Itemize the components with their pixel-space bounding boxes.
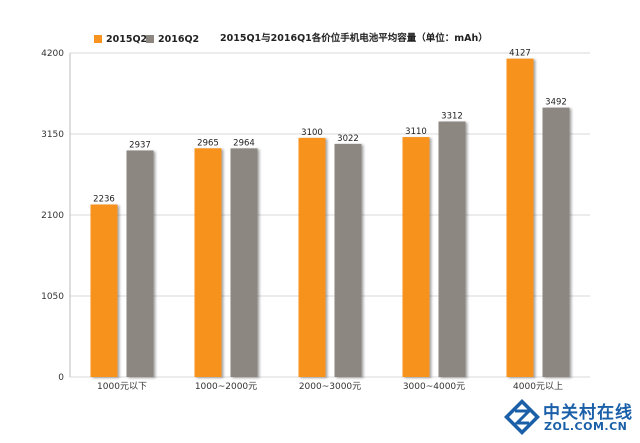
x-tick-label: 4000元以上 bbox=[513, 381, 563, 392]
bar-2015Q2 bbox=[194, 148, 222, 377]
x-tick-label: 1000~2000元 bbox=[195, 382, 257, 392]
x-tick-label: 3000~4000元 bbox=[403, 382, 465, 392]
bar-2015Q2 bbox=[402, 137, 430, 377]
watermark-name: 中关村在线 bbox=[543, 403, 633, 423]
bar-2016Q2 bbox=[230, 148, 258, 377]
bar-2015Q2 bbox=[506, 58, 534, 377]
y-tick-label: 3150 bbox=[41, 130, 64, 140]
bar-2015Q2 bbox=[90, 204, 118, 377]
bar-2016Q2 bbox=[438, 121, 466, 377]
data-label: 3022 bbox=[337, 134, 359, 144]
legend: 2015Q2 2016Q2 bbox=[94, 34, 199, 45]
legend-label: 2015Q2 bbox=[106, 34, 147, 45]
x-axis: 1000元以下 1000~2000元 2000~3000元 3000~4000元 400… bbox=[97, 381, 563, 392]
zol-logo-icon bbox=[504, 399, 540, 435]
chart-title: 2015Q1与2016Q1各价位手机电池平均容量（单位：mAh） bbox=[220, 32, 488, 44]
x-tick-label: 1000元以下 bbox=[97, 382, 147, 392]
y-tick-label: 2100 bbox=[41, 211, 64, 221]
data-label: 2937 bbox=[129, 140, 151, 150]
grid-lines bbox=[70, 52, 590, 378]
bar-2015Q2 bbox=[298, 137, 326, 377]
data-label: 3100 bbox=[301, 128, 323, 138]
bar-2016Q2 bbox=[126, 150, 154, 377]
legend-swatch bbox=[94, 35, 102, 43]
x-tick-label: 2000~3000元 bbox=[299, 382, 361, 392]
y-tick-label: 4200 bbox=[41, 49, 64, 59]
legend-swatch bbox=[146, 35, 154, 43]
data-label: 3312 bbox=[441, 112, 463, 122]
zol-watermark: 中关村在线 ZOL.COM.CN bbox=[503, 398, 635, 438]
data-label: 2236 bbox=[93, 195, 115, 205]
data-label: 4127 bbox=[509, 49, 531, 59]
data-label: 3110 bbox=[405, 127, 427, 137]
bar-2016Q2 bbox=[334, 143, 362, 377]
data-label: 2964 bbox=[233, 138, 255, 148]
data-label: 3492 bbox=[545, 98, 567, 108]
bar-2016Q2 bbox=[542, 107, 570, 378]
y-axis: 0 1050 2100 3150 4200 bbox=[41, 49, 71, 383]
watermark-domain: ZOL.COM.CN bbox=[544, 420, 628, 433]
legend-label: 2016Q2 bbox=[158, 34, 199, 45]
data-label: 2965 bbox=[197, 138, 219, 148]
y-tick-label: 1050 bbox=[41, 292, 64, 302]
y-tick-label: 0 bbox=[58, 373, 64, 383]
bars: 2236 2937 2965 2964 3100 3022 3110 3312 4127 3492 bbox=[90, 49, 570, 378]
